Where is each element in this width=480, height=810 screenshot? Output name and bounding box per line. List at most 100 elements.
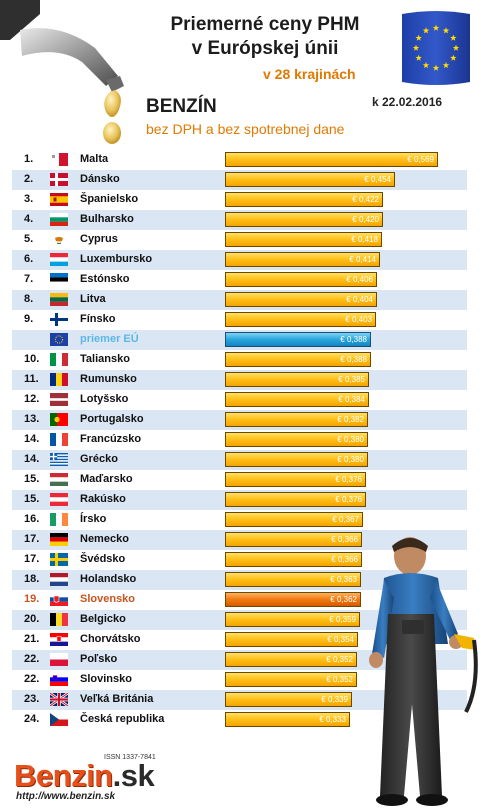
country-name: Estónsko [80,273,130,285]
logo-tld: .sk [112,758,155,793]
title-line-1: Priemerné ceny PHM [170,14,360,35]
flag-icon-ro [50,373,68,386]
country-name: Slovensko [80,593,136,605]
rank-label: 1. [24,153,34,165]
country-row: 21. Chorvátsko € 0,354 [12,630,467,650]
price-bar: € 0,366 [225,532,362,547]
eu-star [412,44,420,51]
price-bar: € 0,388 [225,352,371,367]
price-label: € 0,403 [345,315,372,324]
eu-star [442,61,450,69]
price-bar: € 0,418 [225,232,382,247]
flag-icon-de [50,533,68,546]
flag-icon-ie [50,513,68,526]
price-label: € 0,376 [335,495,362,504]
website-url: http://www.benzin.sk [16,791,116,802]
price-bar: € 0,363 [225,572,361,587]
country-name: Belgicko [80,613,126,625]
country-row: 5. Cyprus € 0,418 [12,230,467,250]
country-name: Malta [80,153,109,165]
price-bar: € 0,376 [225,472,366,487]
country-name: Holandsko [80,573,137,585]
rank-label: 6. [24,253,34,265]
price-label: € 0,352 [326,675,353,684]
rank-label: 9. [24,313,34,325]
country-row: 22. Slovinsko € 0,352 [12,670,467,690]
price-label: € 0,352 [326,655,353,664]
rank-label: 15. [24,493,40,505]
price-label: € 0,380 [337,435,364,444]
price-label: € 0,362 [330,595,357,604]
price-bar: € 0,403 [225,312,376,327]
country-name: Rumunsko [80,373,137,385]
price-label: € 0,454 [364,175,391,184]
price-bar: € 0,380 [225,452,368,467]
country-row: 8. Litva € 0,404 [12,290,467,310]
rank-label: 22. [24,673,40,685]
flag-icon-ee [50,273,68,286]
rank-label: 22. [24,653,40,665]
fuel-note: bez DPH a bez spotrebnej dane [146,121,345,137]
eu-star [450,34,457,41]
country-name: Slovinsko [80,673,132,685]
eu-star [422,27,430,34]
gas-station-worker-image [369,537,478,806]
country-name: Chorvátsko [80,633,141,645]
price-label: € 0,339 [321,695,348,704]
flag-icon-pl [50,653,68,666]
country-row: 2. Dánsko € 0,454 [12,170,467,190]
price-label: € 0,388 [340,355,367,364]
country-name: Bulharsko [80,213,134,225]
eu-flag-icon [402,11,470,85]
date-label: k 22.02.2016 [372,95,443,109]
country-row: 18. Holandsko € 0,363 [12,570,467,590]
country-row: 22. Poľsko € 0,352 [12,650,467,670]
price-bar: € 0,414 [225,252,380,267]
price-bar: € 0,382 [225,412,368,427]
price-bar: € 0,352 [225,672,357,687]
country-name: Veľká Británia [80,693,154,705]
country-row: 23. Veľká Británia € 0,339 [12,690,467,710]
price-label: € 0,418 [351,235,378,244]
price-label: € 0,367 [332,515,359,524]
flag-icon-cy [50,233,68,246]
price-label: € 0,380 [337,455,364,464]
rank-label: 12. [24,393,40,405]
eu-star [442,27,450,34]
flag-icon-nl [50,573,68,586]
flag-icon-pt [50,413,68,426]
flag-icon-lu [50,253,68,266]
flag-icon-gr [50,453,68,466]
country-name: Dánsko [80,173,120,185]
rank-label: 15. [24,473,40,485]
country-name: Fínsko [80,313,116,325]
price-label: € 0,354 [327,635,354,644]
price-bar: € 0,376 [225,492,366,507]
price-label: € 0,388 [340,335,367,344]
price-bar: € 0,380 [225,432,368,447]
rank-label: 17. [24,533,40,545]
country-name: Rakúsko [80,493,126,505]
eu-average-row: priemer EÚ € 0,388 [12,330,467,350]
price-label: € 0,406 [346,275,373,284]
flag-icon-fi [50,313,68,326]
flag-icon-cz [50,713,68,726]
country-name: Portugalsko [80,413,144,425]
rank-label: 21. [24,633,40,645]
country-name: Grécko [80,453,118,465]
rank-label: 7. [24,273,34,285]
country-row: 3. Španielsko € 0,422 [12,190,467,210]
country-name: Švédsko [80,553,126,565]
rank-label: 14. [24,433,40,445]
country-row: 24. Česká republika € 0,333 [12,710,467,730]
price-label: € 0,359 [329,615,356,624]
price-bar: € 0,420 [225,212,383,227]
price-bar: € 0,569 [225,152,438,167]
price-label: € 0,333 [319,715,346,724]
country-row: 10. Taliansko € 0,388 [12,350,467,370]
fuel-nozzle-image [0,0,124,144]
rank-label: 10. [24,353,40,365]
country-name: Španielsko [80,193,139,205]
price-bar: € 0,362 [225,592,361,607]
